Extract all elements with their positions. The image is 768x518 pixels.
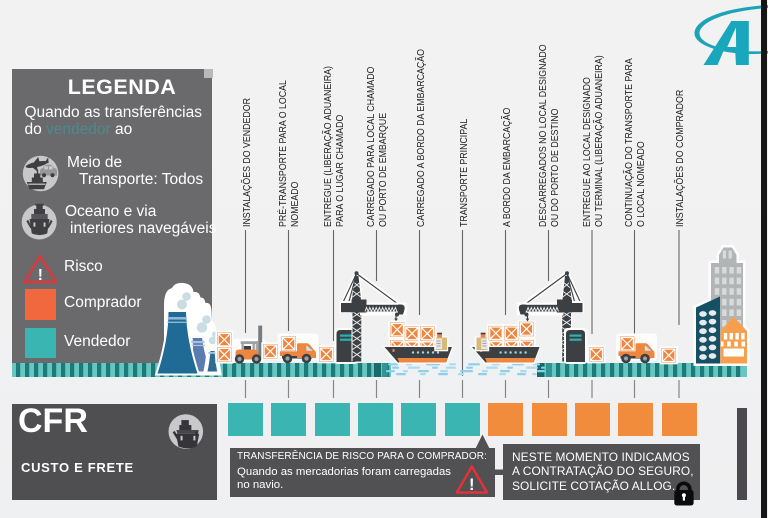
svg-text:!: !	[469, 476, 475, 494]
svg-text:!: !	[38, 267, 43, 284]
